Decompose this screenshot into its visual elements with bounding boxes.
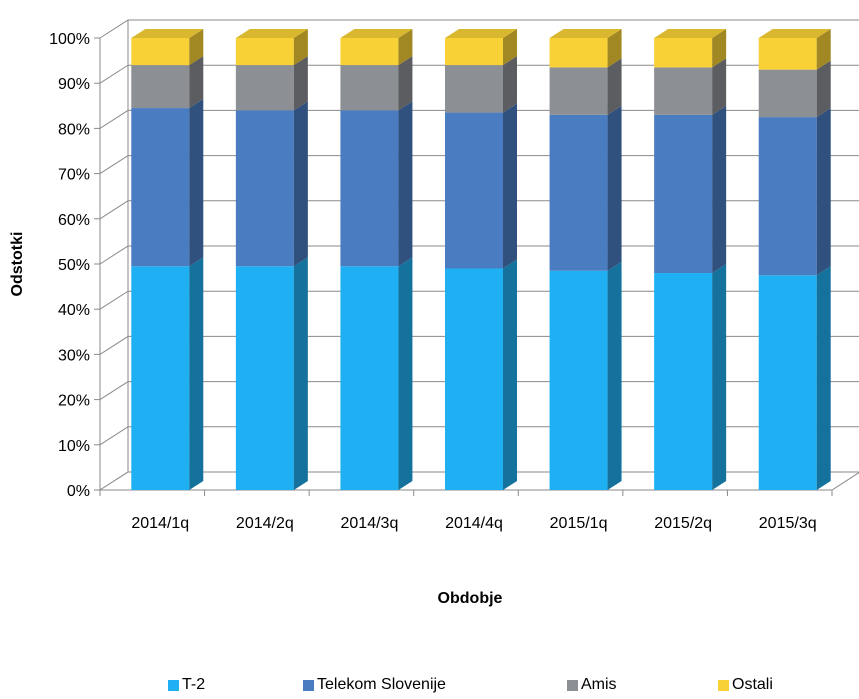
bar-segment-side [816,29,831,70]
x-tick-label: 2015/3q [759,515,817,532]
bar-segment-side [503,56,517,113]
x-axis-title: Obdobje [438,590,503,607]
y-tick-label: 80% [58,121,90,138]
bar-segment-side [607,261,622,490]
bar-segment [340,65,399,111]
legend-item: Amis [567,676,617,694]
bar-segment-side [816,266,831,490]
legend-label: Telekom Slovenije [317,676,446,693]
bar-segment-top [758,29,831,38]
bar-segment-top [549,29,622,38]
bar-segment [235,266,294,490]
bar-segment-side [293,56,308,111]
y-tick-label: 20% [58,393,90,410]
bar-segment [235,38,294,66]
bar-segment-top [235,29,308,38]
bar-segment-top [131,29,204,38]
bar-segment [445,268,503,490]
y-tick-label: 30% [58,347,90,364]
bar-segment [654,67,713,115]
bar-segment-side [398,257,413,490]
bar-segment [340,110,399,267]
bar-segment-side [503,259,517,490]
bar-segment-side [816,108,831,276]
legend-item: T-2 [168,676,205,694]
y-tick-label: 0% [67,483,90,500]
legend-label: T-2 [182,676,206,693]
legend-label: Ostali [732,676,773,693]
legend-swatch [303,679,314,691]
bar-segment-side [503,29,517,66]
x-tick-label: 2014/2q [236,515,294,532]
bar-segment-side [189,29,204,66]
bar-segment [758,69,817,118]
y-tick-label: 10% [58,438,90,455]
bar-segment [654,38,713,68]
y-axis-title: Odstotki [9,232,26,297]
bar-segment-top [445,29,517,38]
bar-segment-side [712,105,727,274]
legend-swatch [567,679,578,691]
bar-segment-side [293,29,308,66]
bar-segment-side [398,56,413,111]
bar-segment [340,38,399,66]
bar-segment-side [712,264,727,490]
bar-segment-side [607,29,622,68]
bar-segment [445,65,503,113]
bar-segment [758,117,817,276]
bar-segment [340,266,399,490]
bar-segment [654,114,713,274]
bar-segment [549,38,608,68]
y-tick-label: 50% [58,257,90,274]
x-tick-label: 2015/1q [550,515,608,532]
bar-segment [445,38,503,66]
bar-segment [131,108,190,267]
bar-segment [758,275,817,490]
bar-segment [654,273,713,490]
bar-segment-side [607,58,622,115]
bar-segment [549,67,608,115]
bar-segment [235,65,294,111]
bar-segment [445,112,503,269]
bar-segment-side [293,101,308,267]
bar-segment [131,38,190,66]
bar-segment-side [503,103,517,269]
bar-segment-side [398,29,413,66]
bar-segment-top [340,29,413,38]
y-tick-label: 60% [58,212,90,229]
legend-swatch [718,679,729,691]
bar-segment-side [816,60,831,118]
legend-item: Telekom Slovenije [303,676,446,694]
bar-segment [758,38,817,70]
bar-segment [549,270,608,490]
x-tick-label: 2014/4q [445,515,503,532]
bar-segment [235,110,294,267]
bar-segment-side [189,56,204,109]
bar-segment-side [712,58,727,115]
bar-segment-side [189,257,204,490]
bar-segment-side [398,101,413,267]
bar-segment [549,114,608,271]
legend-swatch [168,679,179,691]
x-tick-label: 2015/2q [654,515,712,532]
y-tick-label: 100% [49,31,90,48]
x-tick-label: 2014/3q [341,515,399,532]
legend: T-2 Telekom Slovenije Amis Ostali [0,676,859,696]
legend-item: Ostali [718,676,773,694]
y-tick-label: 90% [58,76,90,93]
y-tick-label: 70% [58,167,90,184]
bar-segment-side [607,105,622,271]
legend-label: Amis [581,676,617,693]
bar-segment-top [654,29,727,38]
bar-segment-side [189,99,204,267]
x-tick-label: 2014/1q [131,515,189,532]
bar-segment [131,65,190,109]
y-tick-label: 40% [58,302,90,319]
bar-segment-side [712,29,727,68]
bar-segment-side [293,257,308,490]
bar-segment [131,266,190,490]
